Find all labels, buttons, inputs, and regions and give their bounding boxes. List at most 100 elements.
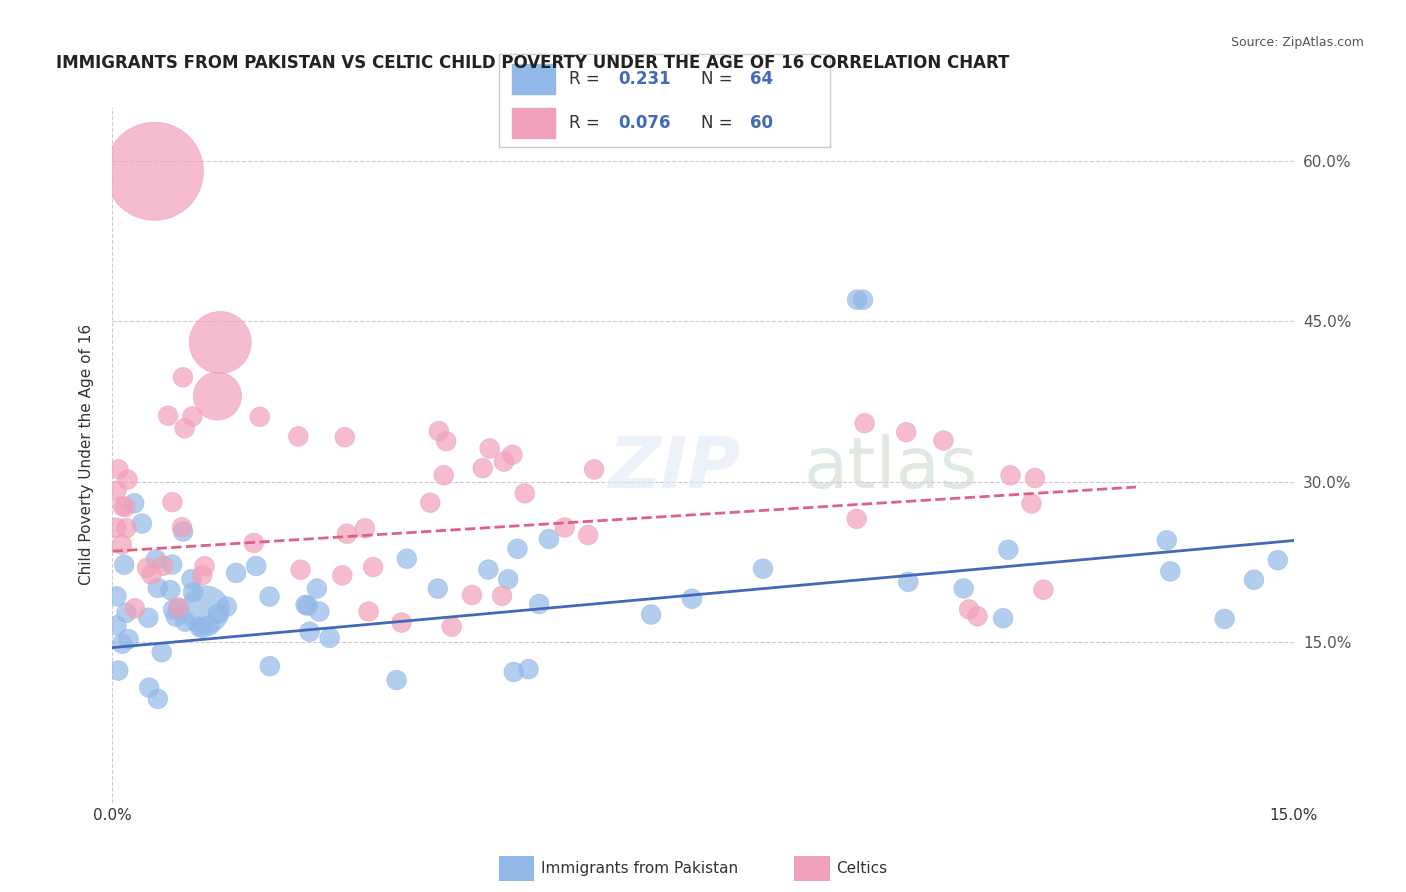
Point	[181, 585, 204, 599]
Point	[419, 496, 441, 510]
Point	[318, 631, 340, 645]
Point	[105, 618, 128, 632]
Point	[298, 624, 321, 639]
Point	[105, 589, 128, 603]
Point	[107, 664, 129, 678]
Text: R =: R =	[568, 70, 605, 87]
Point	[146, 692, 169, 706]
Point	[215, 599, 238, 614]
Point	[174, 615, 197, 629]
Point	[172, 370, 194, 384]
Text: Celtics: Celtics	[837, 862, 887, 876]
Point	[357, 605, 380, 619]
Point	[395, 551, 418, 566]
Point	[576, 528, 599, 542]
Text: atlas: atlas	[803, 434, 977, 503]
Point	[167, 600, 190, 615]
Point	[897, 574, 920, 589]
Point	[391, 615, 413, 630]
Point	[433, 468, 456, 483]
Point	[333, 430, 356, 444]
Point	[209, 335, 232, 350]
Point	[492, 455, 515, 469]
Y-axis label: Child Poverty Under the Age of 16: Child Poverty Under the Age of 16	[79, 325, 94, 585]
Point	[111, 499, 134, 513]
Point	[952, 582, 974, 596]
Point	[305, 582, 328, 596]
Point	[506, 541, 529, 556]
Text: 0.231: 0.231	[619, 70, 671, 87]
Point	[1267, 553, 1289, 567]
Text: 64: 64	[751, 70, 773, 87]
Point	[554, 520, 576, 534]
Point	[308, 605, 330, 619]
Text: 0.076: 0.076	[619, 114, 671, 132]
Point	[111, 537, 134, 551]
Point	[146, 581, 169, 595]
Point	[259, 590, 281, 604]
Point	[207, 389, 229, 403]
Point	[427, 424, 450, 438]
Point	[426, 582, 449, 596]
Point	[152, 558, 174, 573]
Bar	[512, 64, 555, 94]
Point	[290, 563, 312, 577]
Point	[845, 512, 868, 526]
Point	[1032, 582, 1054, 597]
Point	[167, 601, 190, 615]
Text: R =: R =	[568, 114, 605, 132]
Point	[1156, 533, 1178, 548]
Point	[846, 293, 869, 307]
Point	[932, 434, 955, 448]
Point	[188, 620, 211, 634]
Point	[440, 620, 463, 634]
Point	[245, 559, 267, 574]
Point	[112, 558, 135, 572]
Point	[1159, 565, 1181, 579]
Point	[198, 618, 221, 632]
Point	[471, 461, 494, 475]
Point	[501, 448, 523, 462]
Point	[1243, 573, 1265, 587]
Point	[114, 500, 136, 514]
Point	[122, 496, 145, 510]
Bar	[512, 108, 555, 138]
Point	[157, 409, 180, 423]
Point	[107, 462, 129, 476]
Point	[173, 421, 195, 435]
Text: Immigrants from Pakistan: Immigrants from Pakistan	[541, 862, 738, 876]
Text: ZIP: ZIP	[609, 434, 741, 503]
Point	[131, 516, 153, 531]
Point	[191, 568, 214, 582]
Point	[853, 416, 876, 430]
Point	[294, 598, 316, 612]
Point	[207, 607, 229, 621]
Point	[191, 621, 214, 635]
Text: Source: ZipAtlas.com: Source: ZipAtlas.com	[1230, 36, 1364, 49]
Point	[162, 602, 184, 616]
Point	[537, 532, 560, 546]
Point	[336, 526, 359, 541]
Point	[105, 521, 128, 535]
Point	[193, 559, 215, 574]
Point	[165, 609, 187, 624]
Point	[517, 662, 540, 676]
Point	[287, 429, 309, 443]
Point	[477, 563, 499, 577]
Point	[997, 542, 1019, 557]
Point	[136, 611, 159, 625]
Point	[491, 589, 513, 603]
Point	[681, 591, 703, 606]
Point	[141, 567, 163, 582]
Point	[1213, 612, 1236, 626]
Point	[330, 568, 353, 582]
Point	[502, 665, 524, 679]
Point	[354, 521, 377, 535]
Point	[162, 495, 184, 509]
Point	[145, 552, 167, 566]
Point	[117, 473, 139, 487]
Point	[180, 572, 202, 586]
Point	[124, 601, 146, 615]
Point	[170, 520, 193, 534]
Point	[115, 521, 138, 535]
